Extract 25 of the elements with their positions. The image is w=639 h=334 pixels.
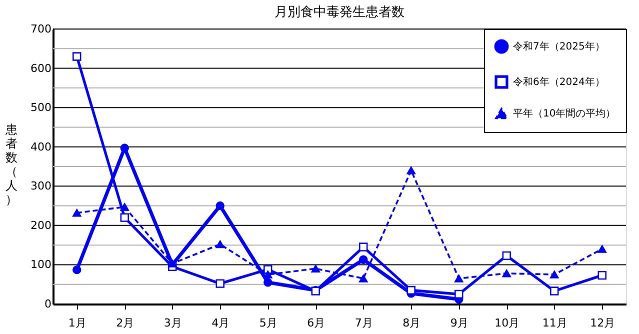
x-tick-label: 11月 — [542, 316, 568, 330]
x-tick-label: 8月 — [402, 316, 421, 330]
x-tick-label: 10月 — [494, 316, 520, 330]
y-tick-label: 0 — [44, 298, 52, 310]
x-tick-label: 6月 — [307, 316, 326, 330]
x-tick-label: 7月 — [354, 316, 373, 330]
y-tick-label: 500 — [30, 101, 52, 114]
y-tick-label: 100 — [30, 258, 52, 272]
y-tick-label: 200 — [30, 218, 52, 232]
x-tick-label: 9月 — [450, 316, 468, 330]
x-tick-label: 1月 — [68, 316, 86, 330]
legend-label: 令和7年（2025年） — [513, 40, 605, 52]
x-tick-label: 2月 — [116, 316, 134, 330]
x-tick-label: 3月 — [164, 316, 182, 330]
y-tick-label: 400 — [30, 140, 52, 154]
y-tick-label: 700 — [30, 22, 52, 36]
legend-label: 平年（10年間の平均） — [513, 108, 616, 120]
y-tick-label: 300 — [30, 180, 52, 193]
y-axis-title: 患者数（人） — [4, 122, 18, 206]
x-tick-label: 5月 — [259, 316, 278, 330]
x-tick-label: 12月 — [590, 316, 616, 330]
chart-title: 月別食中毒発生患者数 — [274, 5, 404, 20]
legend-label: 令和6年（2024年） — [513, 76, 605, 88]
x-tick-label: 4月 — [212, 316, 230, 330]
y-tick-label: 600 — [30, 62, 52, 75]
